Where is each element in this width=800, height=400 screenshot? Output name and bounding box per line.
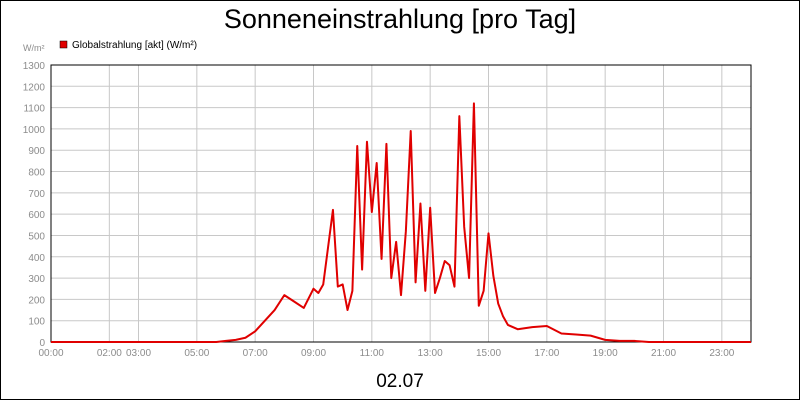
y-tick-label: 800 bbox=[28, 168, 45, 179]
series-line bbox=[51, 102, 751, 343]
y-tick-label: 1100 bbox=[23, 104, 45, 115]
y-tick-label: 1200 bbox=[23, 82, 46, 93]
y-tick-label: 300 bbox=[28, 274, 45, 285]
y-tick-label: 100 bbox=[28, 317, 45, 328]
x-tick-label: 07:00 bbox=[243, 348, 268, 359]
plot-area-border bbox=[50, 64, 752, 343]
x-tick-label: 05:00 bbox=[184, 348, 209, 359]
legend-swatch bbox=[59, 40, 68, 49]
x-tick-label: 21:00 bbox=[651, 348, 676, 359]
x-tick-label: 11:00 bbox=[360, 348, 385, 359]
x-axis-date-label: 02.07 bbox=[376, 371, 424, 392]
chart-title: Sonneneinstrahlung [pro Tag] bbox=[224, 4, 576, 34]
x-tick-label: 17:00 bbox=[534, 348, 559, 359]
x-tick-label: 03:00 bbox=[126, 348, 151, 359]
y-tick-label: 1300 bbox=[23, 61, 46, 72]
x-tick-label: 00:00 bbox=[38, 348, 63, 359]
x-tick-label: 13:00 bbox=[418, 348, 443, 359]
x-tick-label: 02:00 bbox=[97, 348, 122, 359]
x-tick-label: 09:00 bbox=[301, 348, 326, 359]
x-tick-label: 23:00 bbox=[709, 348, 734, 359]
series-layer bbox=[51, 102, 751, 343]
y-tick-label: 0 bbox=[39, 338, 45, 349]
y-tick-label: 600 bbox=[28, 210, 45, 221]
x-tick-label: 19:00 bbox=[593, 348, 618, 359]
legend-label: Globalstrahlung [akt] (W/m²) bbox=[72, 40, 197, 51]
y-tick-label: 500 bbox=[28, 231, 45, 242]
y-tick-label: 900 bbox=[28, 146, 45, 157]
y-tick-label: 400 bbox=[28, 253, 45, 264]
grid bbox=[50, 64, 751, 343]
y-tick-label: 200 bbox=[28, 295, 45, 306]
x-tick-label: 15:00 bbox=[476, 348, 501, 359]
y-axis-unit-label: W/m² bbox=[23, 43, 45, 53]
tick-labels: 0 100 200 300 400 500 600 700 800 900 1000 1100 1200… bbox=[23, 61, 735, 359]
y-tick-label: 1000 bbox=[23, 125, 46, 136]
y-tick-label: 700 bbox=[28, 189, 45, 200]
